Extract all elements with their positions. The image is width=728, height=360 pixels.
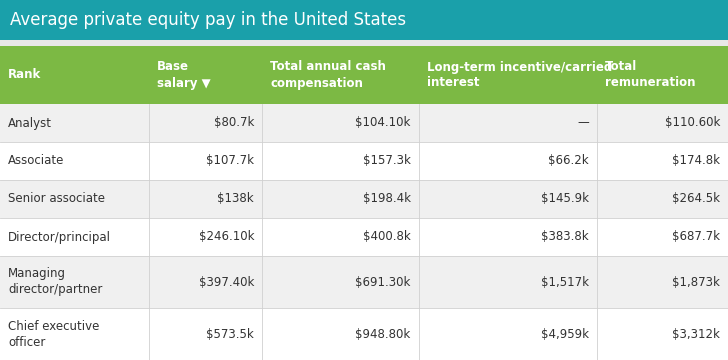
Text: Associate: Associate xyxy=(8,154,64,167)
Text: —: — xyxy=(577,117,589,130)
Text: $80.7k: $80.7k xyxy=(214,117,254,130)
Text: Average private equity pay in the United States: Average private equity pay in the United… xyxy=(10,11,406,29)
Bar xyxy=(0,104,728,142)
Bar xyxy=(0,40,728,46)
Text: Rank: Rank xyxy=(8,68,41,81)
Text: $110.60k: $110.60k xyxy=(665,117,720,130)
Text: $400.8k: $400.8k xyxy=(363,230,411,243)
Text: $3,312k: $3,312k xyxy=(672,328,720,341)
Text: Long-term incentive/carried
interest: Long-term incentive/carried interest xyxy=(427,60,612,90)
Text: $107.7k: $107.7k xyxy=(206,154,254,167)
Text: Senior associate: Senior associate xyxy=(8,193,105,206)
Bar xyxy=(0,46,728,104)
Text: $687.7k: $687.7k xyxy=(672,230,720,243)
Bar xyxy=(0,256,728,308)
Text: $1,873k: $1,873k xyxy=(672,275,720,288)
Text: $104.10k: $104.10k xyxy=(355,117,411,130)
Text: Managing
director/partner: Managing director/partner xyxy=(8,267,103,297)
Text: Total
remuneration: Total remuneration xyxy=(605,60,695,90)
Text: $157.3k: $157.3k xyxy=(363,154,411,167)
Text: $397.40k: $397.40k xyxy=(199,275,254,288)
Text: $4,959k: $4,959k xyxy=(541,328,589,341)
Bar xyxy=(0,180,728,218)
Text: Base
salary ▼: Base salary ▼ xyxy=(157,60,211,90)
Text: $246.10k: $246.10k xyxy=(199,230,254,243)
Text: $66.2k: $66.2k xyxy=(548,154,589,167)
Text: Chief executive
officer: Chief executive officer xyxy=(8,320,100,348)
Text: Analyst: Analyst xyxy=(8,117,52,130)
Text: $573.5k: $573.5k xyxy=(206,328,254,341)
Text: $1,517k: $1,517k xyxy=(541,275,589,288)
Text: Total annual cash
compensation: Total annual cash compensation xyxy=(270,60,386,90)
Text: Director/principal: Director/principal xyxy=(8,230,111,243)
Text: $948.80k: $948.80k xyxy=(355,328,411,341)
Text: $264.5k: $264.5k xyxy=(672,193,720,206)
Bar xyxy=(0,308,728,360)
Text: $383.8k: $383.8k xyxy=(542,230,589,243)
Bar xyxy=(0,0,728,40)
Text: $198.4k: $198.4k xyxy=(363,193,411,206)
Text: $691.30k: $691.30k xyxy=(355,275,411,288)
Bar xyxy=(0,218,728,256)
Bar xyxy=(0,142,728,180)
Text: $138k: $138k xyxy=(218,193,254,206)
Text: $174.8k: $174.8k xyxy=(672,154,720,167)
Text: $145.9k: $145.9k xyxy=(541,193,589,206)
